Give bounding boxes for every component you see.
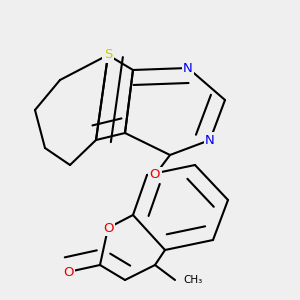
Text: N: N [183, 61, 193, 74]
Text: S: S [104, 49, 112, 62]
Text: N: N [205, 134, 215, 146]
Text: O: O [103, 221, 113, 235]
Text: CH₃: CH₃ [183, 275, 202, 285]
Text: O: O [150, 169, 160, 182]
Text: O: O [63, 266, 73, 278]
